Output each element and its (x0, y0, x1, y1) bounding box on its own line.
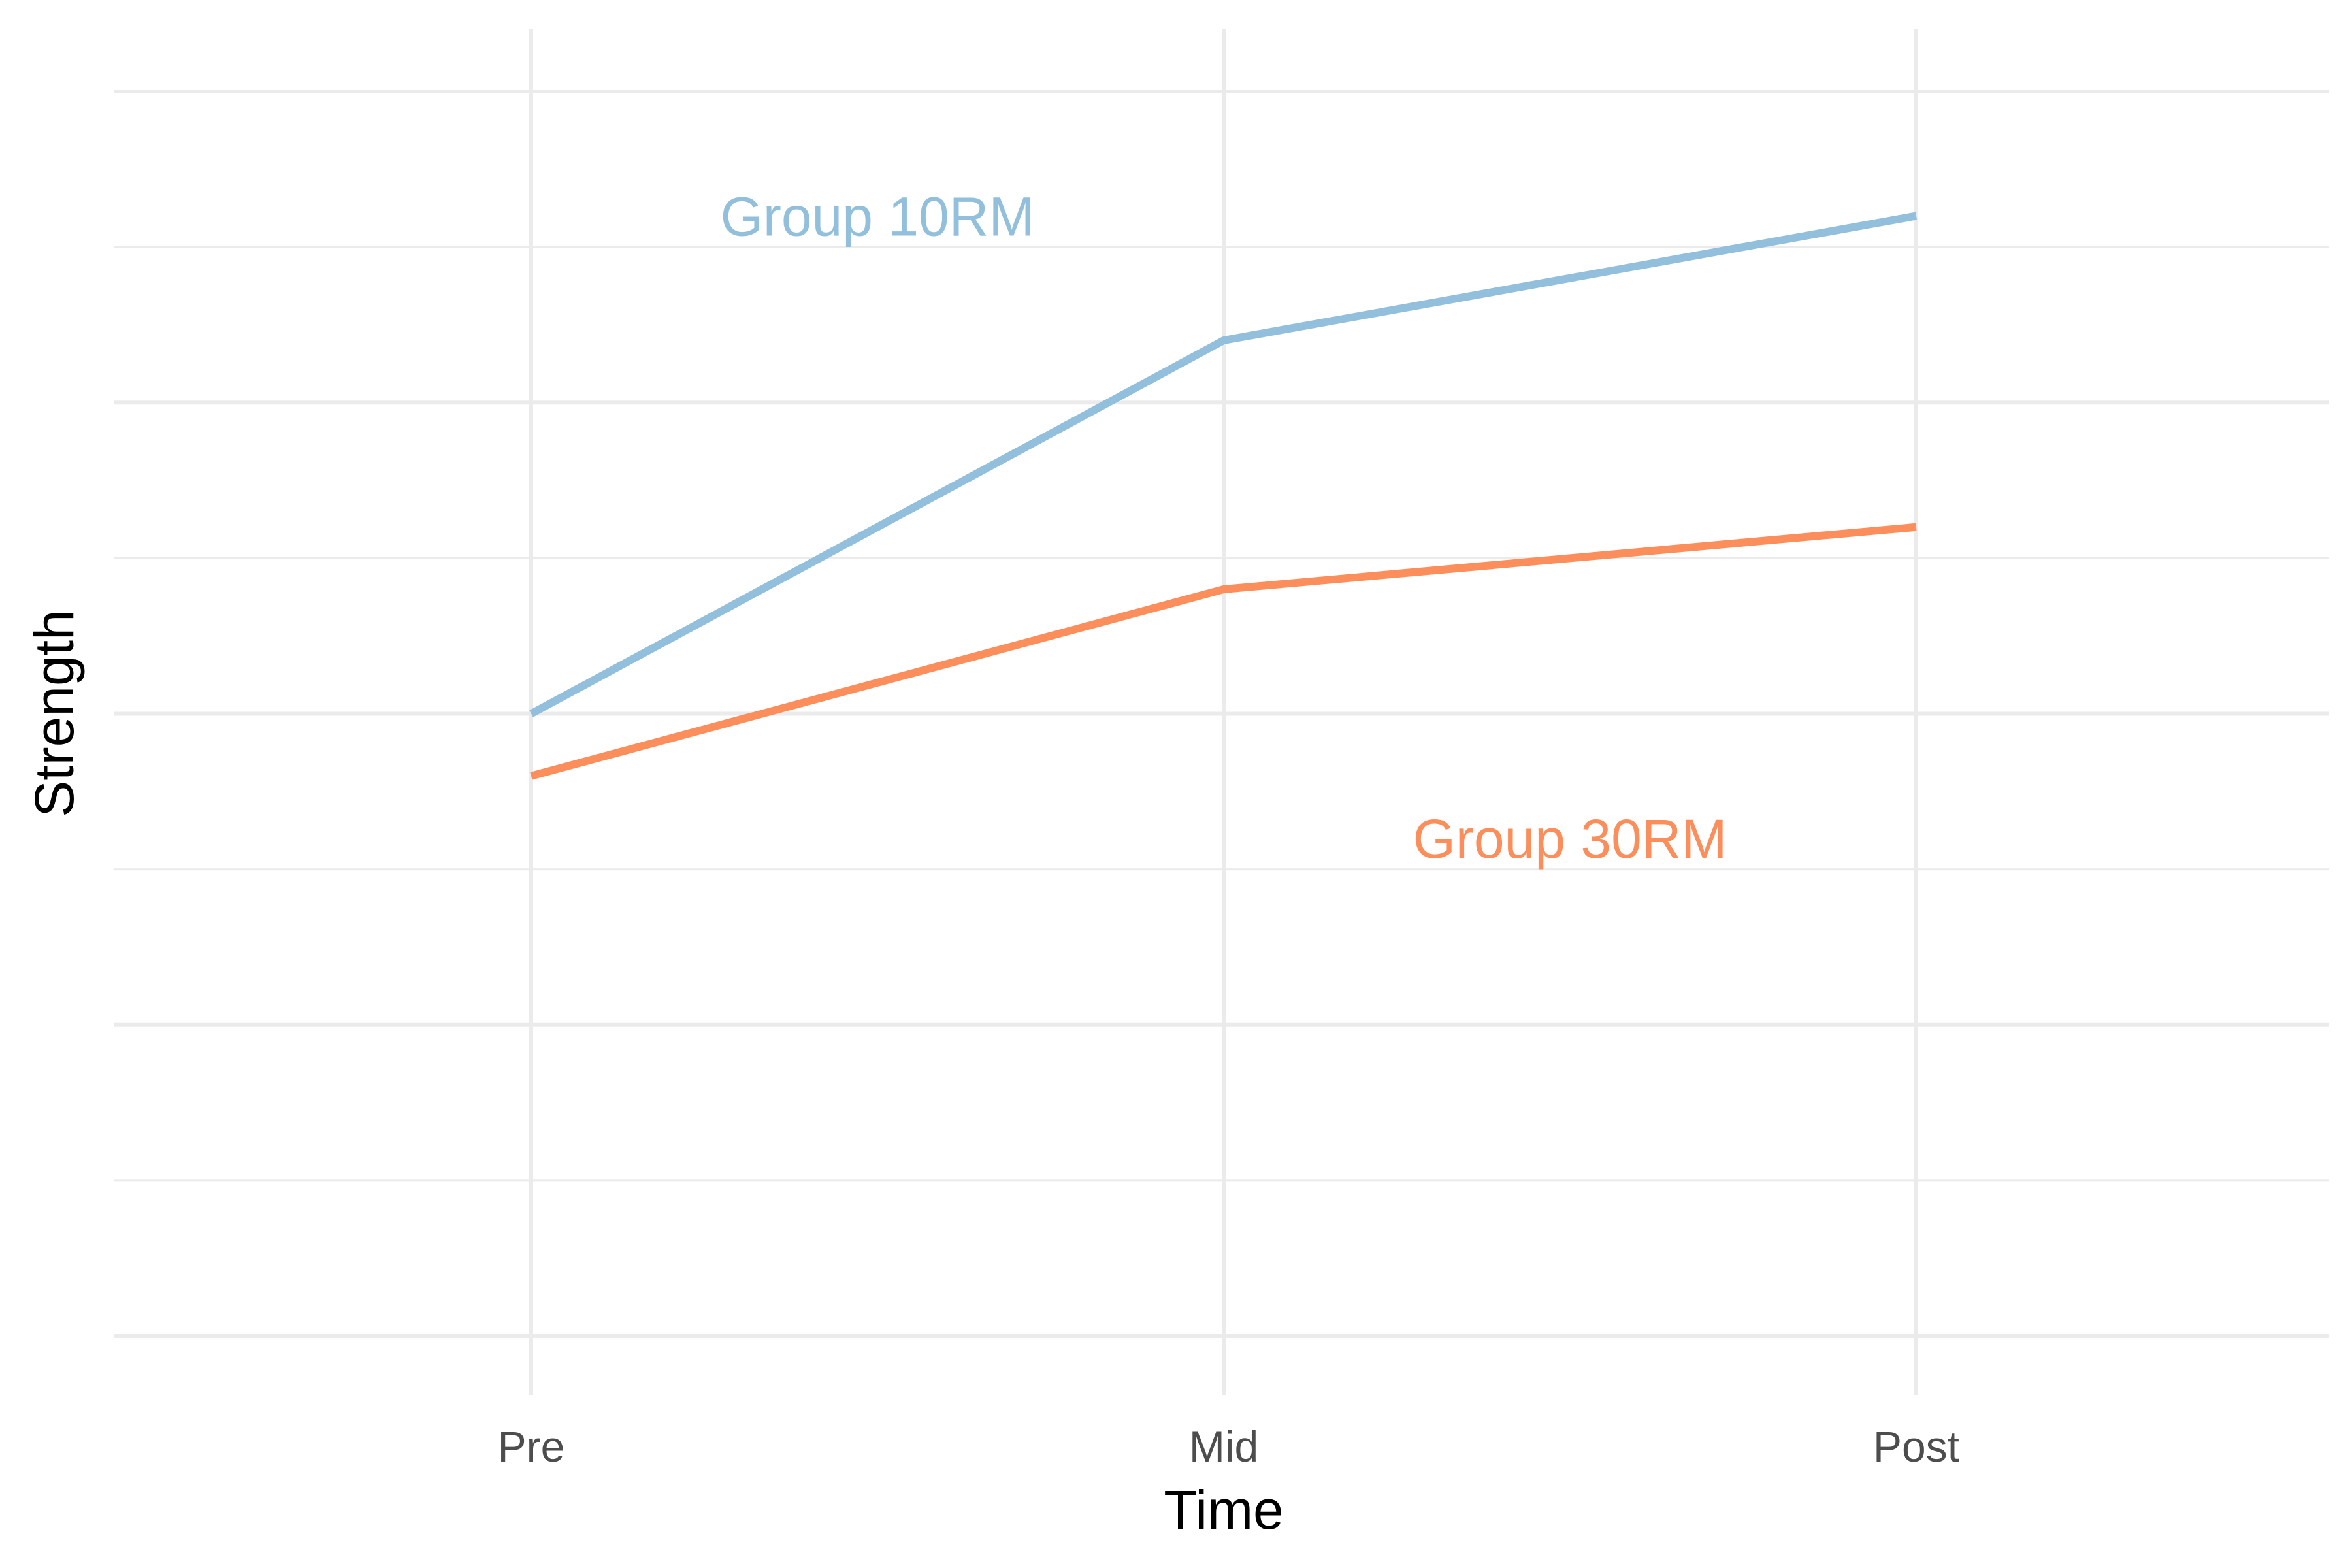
x-tick-label: Mid (1189, 1422, 1258, 1471)
series-line (529, 212, 1918, 717)
series-lines (529, 212, 1918, 780)
grid (114, 29, 2329, 1395)
series-annotation-label: Group 30RM (1413, 808, 1727, 870)
series-annotation-label: Group 10RM (721, 186, 1035, 248)
x-tick-label: Pre (498, 1422, 565, 1471)
x-axis-title: Time (1164, 1479, 1284, 1541)
x-axis-ticks: Pre Mid Post (498, 1422, 1959, 1471)
series-annotations: Group 10RM Group 30RM (721, 186, 1727, 870)
y-axis-title: Strength (24, 610, 85, 817)
series-line (530, 523, 1917, 780)
x-tick-label: Post (1873, 1422, 1959, 1471)
